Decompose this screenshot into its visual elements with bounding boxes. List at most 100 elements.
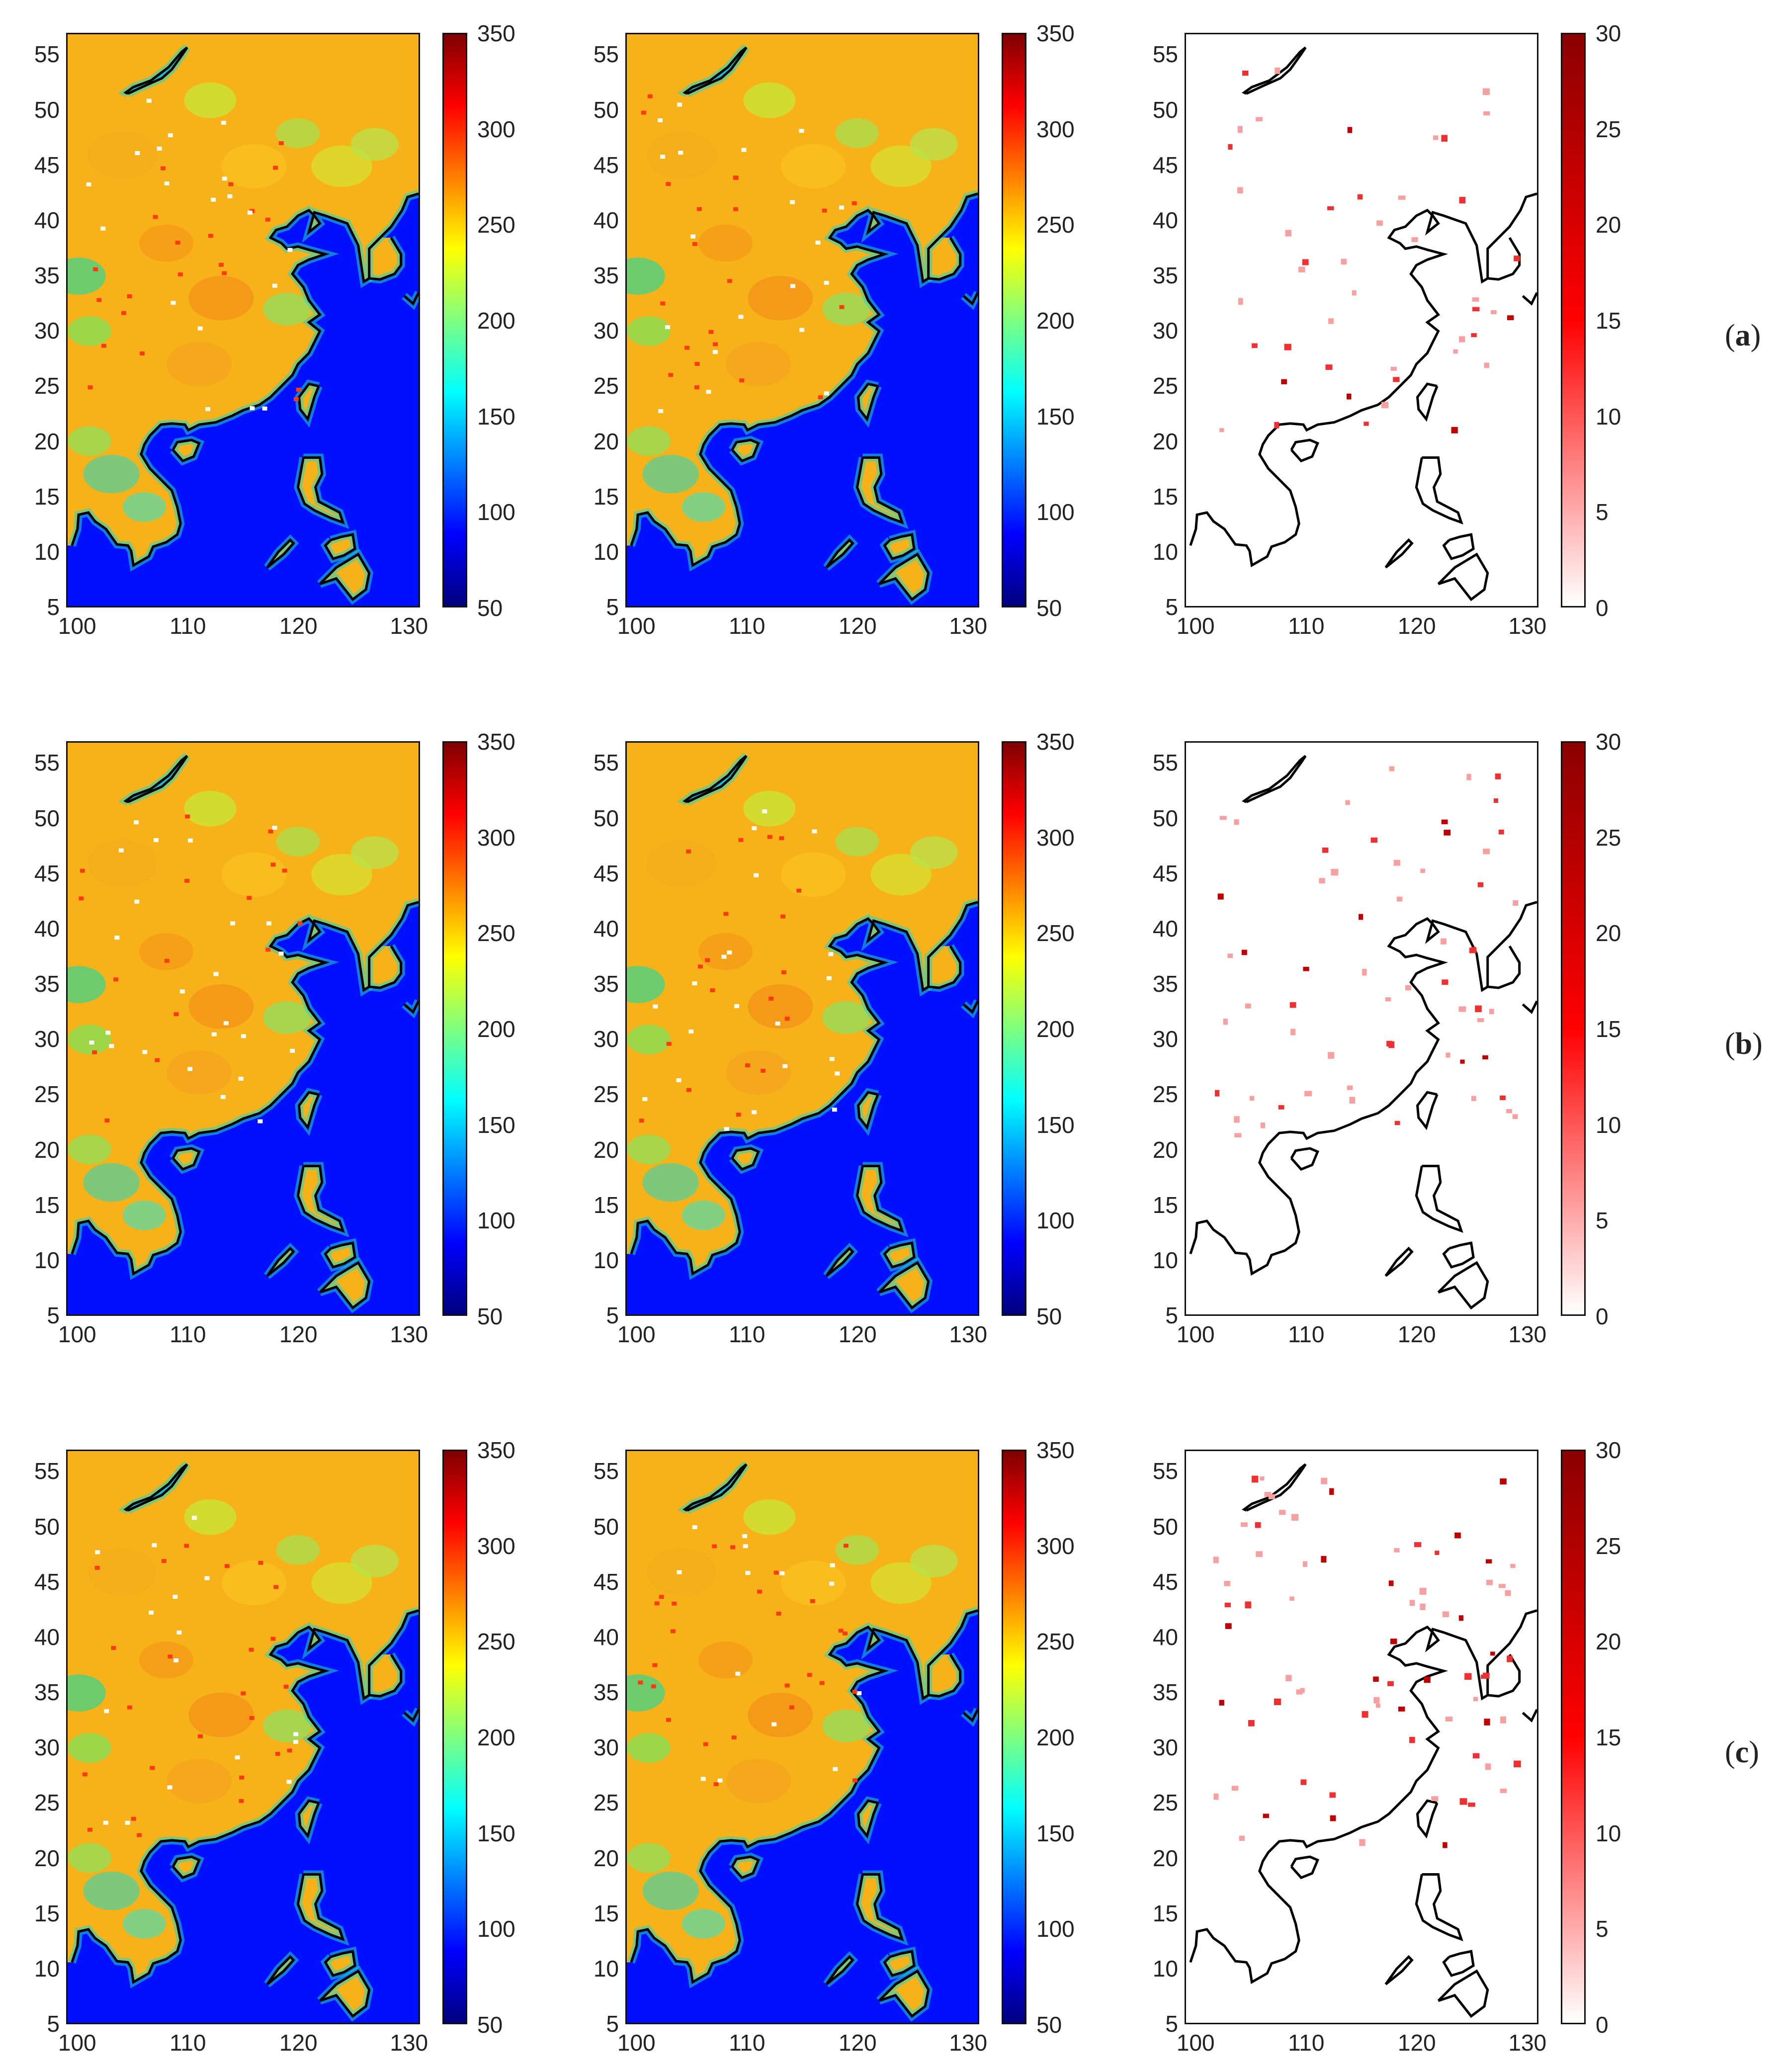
field-patch [188, 276, 254, 321]
lat-tick-label: 55 [1152, 41, 1178, 68]
coastline [825, 1246, 854, 1277]
pixel-speck [154, 838, 159, 842]
field-map [625, 33, 979, 607]
pixel-speck [296, 387, 301, 392]
diff-speck [1300, 1779, 1307, 1785]
lat-tick-label: 30 [34, 1026, 60, 1052]
diff-speck [1445, 1717, 1453, 1722]
pixel-speck [286, 1780, 292, 1784]
coastline [856, 1091, 879, 1130]
diff-speck [1405, 985, 1411, 991]
diff-speck [1376, 220, 1383, 226]
pixel-speck [730, 1545, 735, 1550]
diff-speck [1486, 1579, 1493, 1585]
pixel-speck [197, 326, 203, 331]
diff-speck [1472, 307, 1480, 312]
field-patch [627, 1674, 665, 1712]
pixel-speck [270, 1637, 276, 1641]
lon-tick-label: 130 [390, 613, 428, 639]
colorbar-tick-label: 25 [1596, 1533, 1621, 1559]
pixel-speck [767, 835, 772, 839]
lon-tick-label: 130 [949, 1321, 988, 1347]
lon-tick-label: 110 [170, 613, 206, 639]
diff-speck [1483, 111, 1490, 116]
field-patch [68, 258, 106, 295]
coastline [1384, 538, 1414, 569]
lat-tick-label: 5 [606, 594, 619, 620]
field-patch [910, 128, 958, 161]
pixel-speck [824, 391, 829, 396]
lat-tick-label: 20 [1152, 428, 1178, 454]
row-label-open: ( [1725, 1735, 1735, 1769]
row-label: (c) [1725, 1735, 1759, 1770]
pixel-speck [103, 1820, 108, 1825]
coastline [856, 1799, 879, 1839]
lat-tick-label: 25 [1152, 1081, 1178, 1108]
island-land [879, 1971, 929, 2016]
pixel-speck [146, 98, 152, 103]
lon-tick-label: 120 [279, 1321, 318, 1347]
pixel-speck [666, 182, 671, 186]
coastline [682, 46, 748, 95]
pixel-speck [247, 896, 252, 900]
field-patch [642, 454, 699, 494]
pixel-speck [677, 1570, 682, 1574]
diff-speck [1482, 88, 1490, 95]
coastline [71, 192, 419, 568]
field-patch [870, 854, 932, 896]
diff-speck [1458, 1006, 1466, 1012]
coastline [324, 1241, 356, 1269]
lat-tick-label: 40 [593, 207, 619, 233]
pixel-speck [227, 194, 233, 198]
diff-background [1186, 743, 1537, 1314]
pixel-speck [828, 952, 834, 956]
diff-speck [1388, 1580, 1394, 1586]
pixel-speck [743, 1544, 748, 1549]
diff-speck [1507, 315, 1514, 321]
coastline [1437, 1261, 1489, 1310]
pixel-speck [670, 1629, 676, 1634]
lon-tick-label: 120 [838, 1321, 877, 1347]
lat-tick-label: 20 [593, 1136, 619, 1163]
pixel-speck [127, 1705, 132, 1710]
colorbar-tick-label: 15 [1596, 308, 1621, 334]
pixel-speck [179, 989, 185, 994]
diff-speck [1444, 830, 1451, 836]
pixel-speck [272, 283, 277, 288]
field-patch [627, 316, 671, 346]
pixel-speck [832, 1108, 837, 1112]
colorbar-tick-label: 200 [477, 308, 515, 334]
coastline [630, 192, 978, 568]
pixel-speck [731, 1735, 737, 1740]
pixel-speck [660, 301, 666, 306]
pixel-speck [114, 936, 120, 940]
coastline [1487, 945, 1521, 989]
diff-speck [1373, 1697, 1380, 1704]
field-patch [83, 1871, 140, 1910]
colorbar-tick-label: 15 [1596, 1016, 1621, 1042]
coastline [1416, 382, 1439, 422]
pixel-speck [830, 1563, 835, 1567]
diff-speck [1500, 1478, 1507, 1485]
pixel-speck [249, 1647, 254, 1652]
pixel-speck [238, 1076, 244, 1081]
field-patch [87, 840, 158, 888]
diff-speck [1473, 1697, 1478, 1702]
map-svg [68, 743, 419, 1314]
pixel-speck [829, 1057, 835, 1061]
row-label-close: ) [1749, 1735, 1759, 1769]
pixel-speck [153, 215, 158, 219]
coastline [962, 292, 978, 306]
pixel-speck [213, 972, 219, 976]
pixel-speck [187, 1067, 192, 1071]
diff-speck [1420, 1603, 1426, 1610]
diff-speck [1409, 1600, 1415, 1606]
pixel-speck [652, 1663, 658, 1667]
map-panel: 55 50 45 40 35 30 25 20 15 10 5 100 110 120 130 350 300 2… [559, 1417, 1086, 2063]
colorbar-tick-label: 200 [477, 1725, 515, 1750]
diff-speck [1514, 1760, 1521, 1768]
field-map [625, 1450, 979, 2024]
colorbar-tick-label: 5 [1596, 499, 1609, 525]
lat-tick-label: 20 [34, 1136, 60, 1163]
pixel-speck [113, 977, 119, 982]
